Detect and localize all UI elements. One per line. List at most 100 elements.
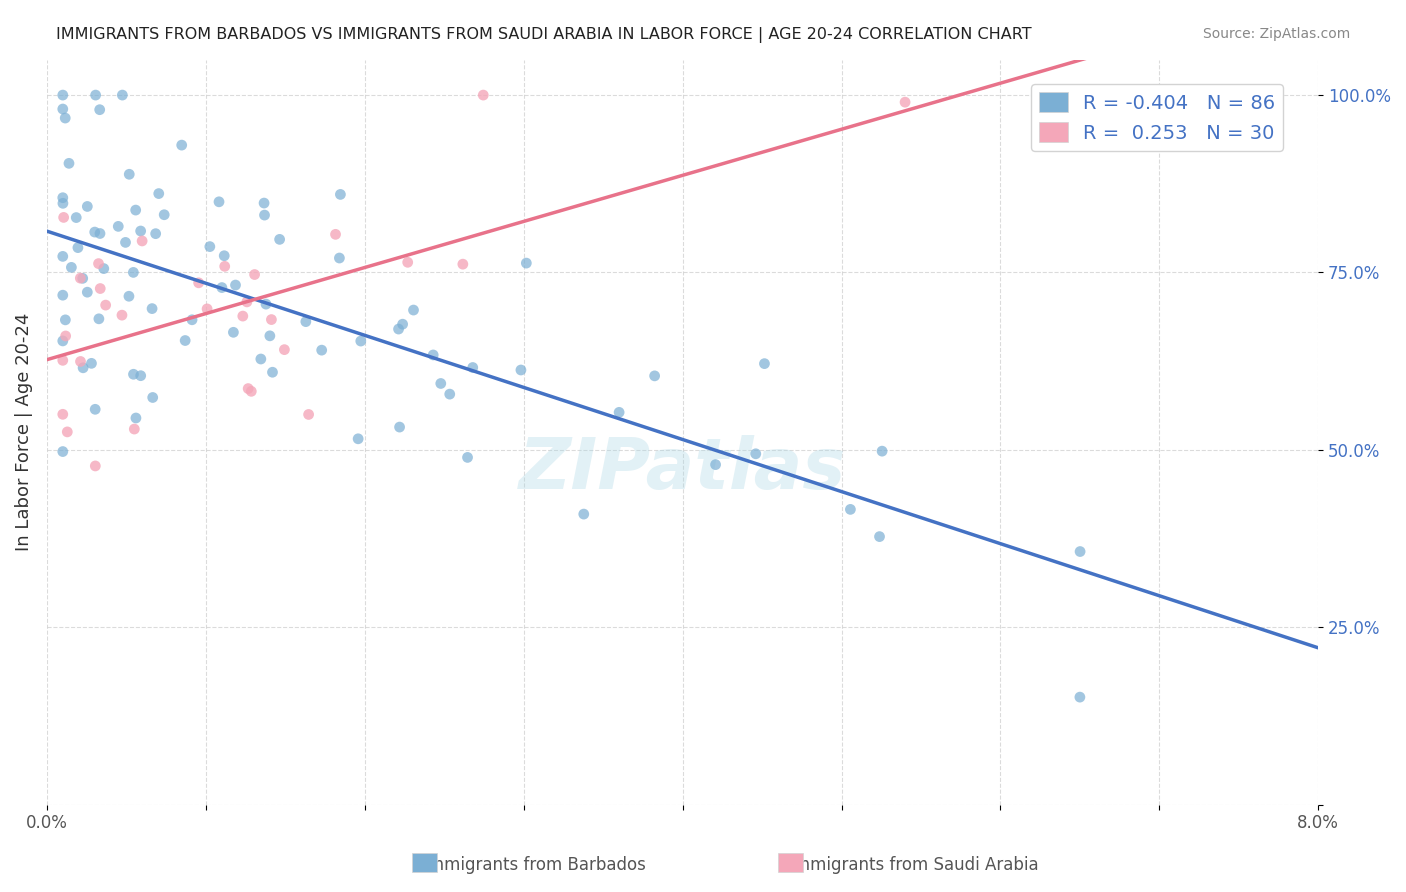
Point [153, 208, 176, 222]
Text: IMMIGRANTS FROM BARBADOS VS IMMIGRANTS FROM SAUDI ARABIA IN LABOR FORCE | AGE 20: IMMIGRANTS FROM BARBADOS VS IMMIGRANTS F… [56, 27, 1032, 43]
Point [254, 297, 277, 311]
Point [111, 88, 134, 103]
Point [76, 285, 98, 300]
Point [350, 334, 373, 348]
Text: Source: ZipAtlas.com: Source: ZipAtlas.com [1202, 27, 1350, 41]
Point [391, 317, 413, 331]
Point [87, 257, 110, 271]
Point [72, 360, 94, 375]
Point [53, 313, 76, 327]
Point [93, 261, 115, 276]
Point [839, 502, 862, 516]
Point [148, 186, 170, 201]
Point [52, 288, 75, 302]
Point [572, 507, 595, 521]
Point [52, 249, 75, 263]
Point [118, 167, 141, 181]
Point [347, 432, 370, 446]
Point [273, 343, 295, 357]
Point [89, 103, 111, 117]
Point [122, 368, 145, 382]
Point [89, 281, 111, 295]
Point [328, 251, 350, 265]
Point [195, 301, 218, 316]
Point [253, 208, 276, 222]
Point [208, 194, 231, 209]
Point [94, 298, 117, 312]
Point [76, 199, 98, 213]
Point [515, 256, 537, 270]
Point [214, 260, 236, 274]
Point [111, 308, 134, 322]
Point [472, 88, 495, 103]
Point [260, 312, 283, 326]
Point [1069, 690, 1091, 705]
Point [607, 405, 630, 419]
Point [129, 224, 152, 238]
Point [259, 329, 281, 343]
Point [457, 450, 479, 465]
Point [145, 227, 167, 241]
Point [84, 402, 107, 417]
Point [461, 360, 484, 375]
Point [754, 357, 776, 371]
Point [262, 365, 284, 379]
Y-axis label: In Labor Force | Age 20-24: In Labor Force | Age 20-24 [15, 313, 32, 551]
Point [429, 376, 451, 391]
Point [141, 301, 163, 316]
Point [238, 382, 260, 396]
Point [451, 257, 474, 271]
Point [52, 353, 75, 368]
Point [222, 326, 245, 340]
Point [72, 271, 94, 285]
Point [83, 225, 105, 239]
Point [80, 356, 103, 370]
Point [84, 88, 107, 103]
Point [122, 265, 145, 279]
Point [131, 234, 153, 248]
Point [236, 294, 259, 309]
Point [870, 444, 893, 458]
Point [56, 425, 79, 439]
Point [52, 196, 75, 211]
Point [60, 260, 83, 275]
Point [53, 111, 76, 125]
Point [869, 530, 891, 544]
Point [250, 351, 273, 366]
Point [325, 227, 347, 242]
Point [894, 95, 917, 110]
Point [329, 187, 352, 202]
Point [387, 322, 409, 336]
Point [422, 348, 444, 362]
Point [84, 458, 107, 473]
Point [52, 444, 75, 458]
Point [114, 235, 136, 250]
Point [69, 354, 91, 368]
Point [107, 219, 129, 234]
Point [129, 368, 152, 383]
Point [125, 203, 148, 218]
Point [124, 422, 146, 436]
Point [65, 211, 87, 225]
Point [52, 211, 75, 225]
Point [58, 156, 80, 170]
Point [388, 420, 411, 434]
Point [174, 334, 197, 348]
Text: ZIPatlas: ZIPatlas [519, 435, 846, 504]
Point [52, 102, 75, 116]
Point [89, 227, 111, 241]
Legend: R = -0.404   N = 86, R =  0.253   N = 30: R = -0.404 N = 86, R = 0.253 N = 30 [1031, 84, 1284, 151]
Point [225, 278, 247, 293]
Point [297, 408, 319, 422]
Point [644, 368, 666, 383]
Point [269, 232, 291, 246]
Point [66, 241, 89, 255]
Point [52, 88, 75, 103]
Point [52, 334, 75, 348]
Text: Immigrants from Saudi Arabia: Immigrants from Saudi Arabia [789, 856, 1039, 874]
Point [704, 458, 727, 472]
Point [240, 384, 263, 399]
Point [170, 138, 193, 153]
Point [198, 239, 221, 253]
Point [510, 363, 533, 377]
